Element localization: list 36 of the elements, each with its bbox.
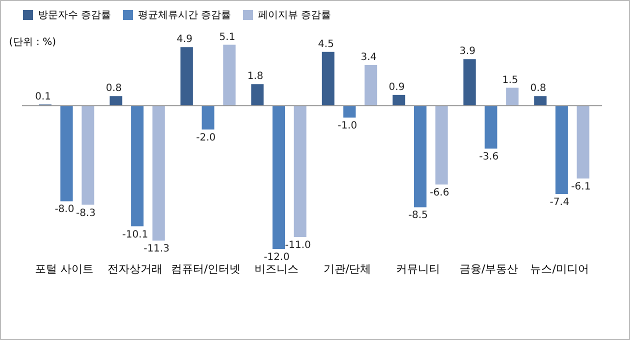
data-label: 0.9 — [388, 82, 405, 93]
data-label: -6.6 — [430, 188, 450, 198]
data-label: -2.0 — [196, 132, 216, 144]
data-label: 5.1 — [219, 32, 236, 43]
data-label: -7.4 — [550, 197, 570, 208]
data-label: -10.1 — [122, 229, 148, 240]
x-tick-label: 컴퓨터/인터넷 — [171, 262, 241, 276]
data-label: -11.3 — [144, 244, 170, 255]
data-label: 3.4 — [360, 52, 377, 64]
data-label: 0.8 — [106, 83, 122, 94]
x-tick-label: 기관/단체 — [324, 262, 372, 276]
data-label: -8.3 — [76, 208, 96, 219]
data-label: -8.0 — [54, 204, 74, 216]
data-label: 1.8 — [247, 71, 264, 82]
x-tick-label: 커뮤니티 — [396, 262, 440, 276]
x-tick-label: 뉴스/미디어 — [530, 262, 589, 276]
x-tick-label: 포털 사이트 — [35, 262, 94, 276]
data-label: -6.1 — [571, 182, 591, 193]
legend-label: 평균체류시간 증감률 — [138, 10, 232, 21]
legend-label: 페이지뷰 증감률 — [258, 10, 332, 21]
data-label: 1.5 — [502, 74, 518, 86]
x-tick-label: 비즈니스 — [254, 262, 299, 276]
x-tick-label: 전자상거래 — [108, 262, 163, 276]
data-label: -11.0 — [285, 240, 311, 252]
data-label: 0.8 — [530, 83, 546, 94]
legend-label: 방문자수 증감률 — [38, 10, 112, 21]
data-label: 4.5 — [318, 38, 334, 50]
data-label: 4.9 — [176, 34, 193, 46]
data-label: -8.5 — [408, 210, 428, 222]
data-label: 0.1 — [35, 91, 52, 102]
data-label: -12.0 — [264, 252, 290, 263]
annotation: (단위 : %) — [9, 36, 56, 49]
data-label: 3.9 — [460, 46, 476, 58]
data-label: -3.6 — [479, 152, 499, 163]
x-tick-label: 금융/부동산 — [459, 262, 518, 276]
data-label: -1.0 — [338, 120, 358, 132]
